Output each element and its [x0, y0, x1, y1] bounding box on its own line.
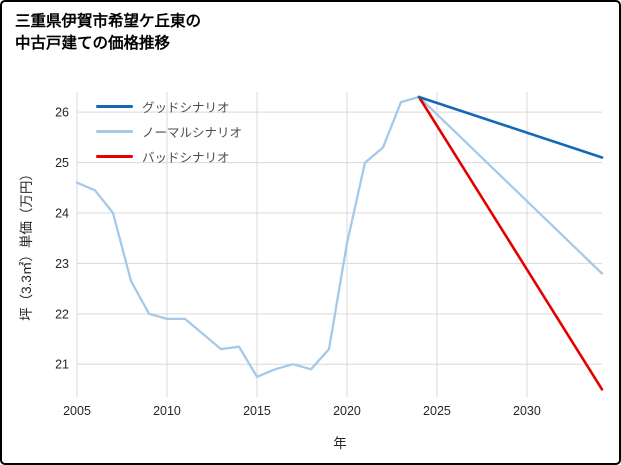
legend-line-good-icon	[96, 105, 133, 108]
y-axis-label: 坪（3.3㎡）単価（万円）	[19, 167, 34, 321]
legend-label-bad: バッドシナリオ	[142, 151, 230, 165]
legend-line-normal-icon	[96, 130, 133, 133]
y-tick-label-26: 26	[55, 106, 69, 120]
series-line-bad	[417, 95, 604, 391]
legend-item-bad: バッドシナリオ	[96, 144, 242, 169]
x-tick-label-2015: 2015	[243, 404, 271, 418]
y-tick-label-22: 22	[55, 307, 69, 321]
x-tick-label-2025: 2025	[423, 404, 451, 418]
chart-title-line2: 中古戸建ての価格推移	[15, 35, 171, 53]
chart-title: 三重県伊賀市希望ケ丘東の 中古戸建ての価格推移	[15, 11, 201, 56]
series-line-good	[417, 95, 604, 159]
x-tick-label-2005: 2005	[63, 404, 91, 418]
chart-title-line1: 三重県伊賀市希望ケ丘東の	[15, 13, 202, 30]
y-tick-label-21: 21	[55, 358, 69, 372]
x-tick-label-2020: 2020	[333, 404, 361, 418]
legend: グッドシナリオ ノーマルシナリオ バッドシナリオ	[96, 94, 242, 169]
y-tick-label-25: 25	[55, 156, 69, 170]
x-tick-label-2030: 2030	[513, 404, 541, 418]
y-tick-label-23: 23	[55, 257, 69, 271]
x-axis-label: 年	[333, 436, 347, 451]
legend-line-bad-icon	[96, 155, 133, 158]
legend-item-normal: ノーマルシナリオ	[96, 119, 242, 144]
y-tick-label-24: 24	[55, 206, 69, 220]
legend-label-good: グッドシナリオ	[142, 101, 230, 115]
series-line-normal	[75, 95, 604, 378]
legend-label-normal: ノーマルシナリオ	[142, 126, 243, 140]
legend-item-good: グッドシナリオ	[96, 94, 242, 119]
x-tick-label-2010: 2010	[153, 404, 181, 418]
